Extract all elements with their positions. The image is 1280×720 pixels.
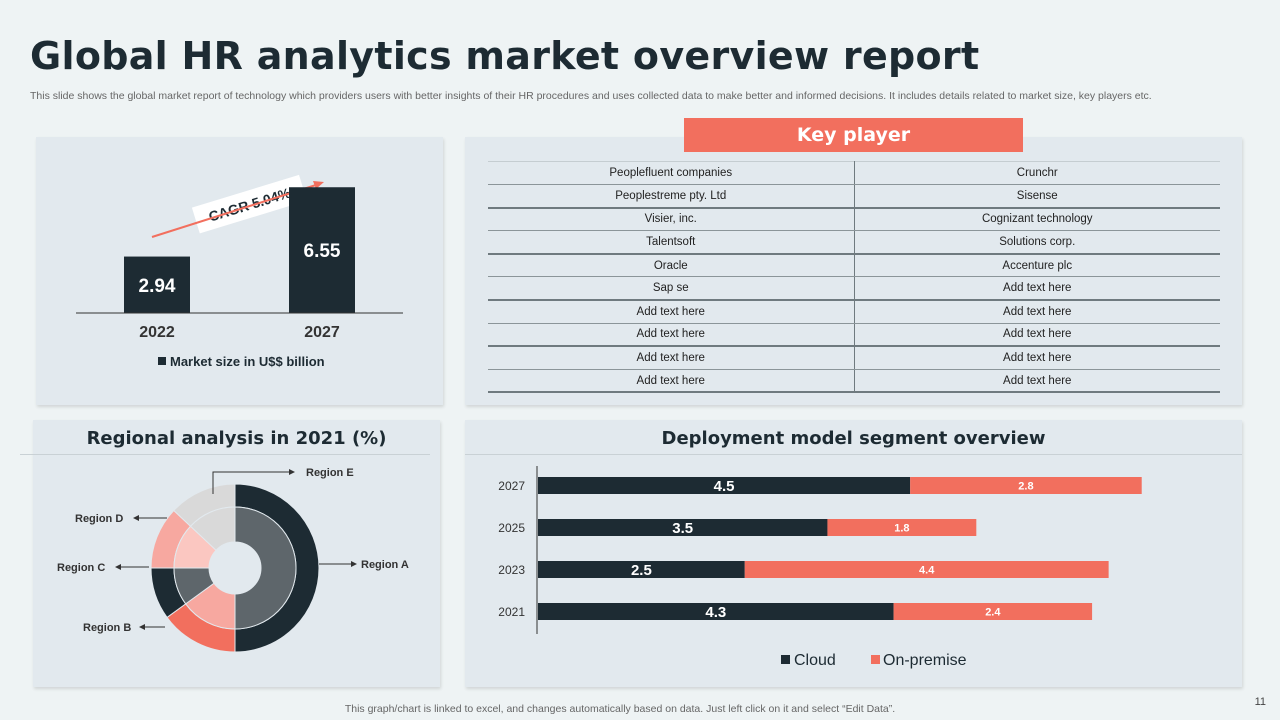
deployment-divider [465, 454, 1242, 455]
market-legend-swatch [158, 357, 166, 365]
key-player-cell-left: Oracle [488, 253, 855, 278]
legend-onpremise-label: On-premise [883, 652, 967, 669]
deployment-bar-value-label: 3.5 [672, 520, 693, 537]
deployment-bar-value-label: 2.5 [631, 562, 652, 579]
cagr-arrow-line [151, 184, 317, 238]
deployment-category-label: 2027 [498, 479, 525, 493]
region-label: Region B [83, 622, 131, 634]
key-player-cell-right: Add text here [854, 346, 1220, 370]
key-player-cell-right: Accenture plc [854, 253, 1220, 278]
deployment-bar-onpremise-2025 [827, 519, 977, 536]
table-row: Talentsoft Solutions corp. [488, 230, 1220, 255]
deployment-bar-value-label: 1.8 [894, 523, 909, 535]
region-pointer-arrowhead [133, 515, 139, 521]
table-row: Add text here Add text here [488, 369, 1220, 394]
deployment-bar-value-label: 2.8 [1018, 481, 1033, 493]
key-player-cell-right: Add text here [854, 300, 1220, 324]
legend-onpremise-swatch [871, 655, 880, 664]
legend-cloud-label: Cloud [794, 652, 836, 669]
market-bar-2022 [124, 256, 190, 313]
region-label: Region D [75, 513, 123, 525]
cagr-label-box [191, 174, 307, 234]
cagr-arrow-head [313, 181, 324, 189]
deployment-bar-cloud-2025 [538, 519, 828, 536]
deployment-chart: 2027 4.5 2.8 2025 3.5 1.8 2023 2.5 4.4 2021 4.3 2.4… [498, 466, 1142, 669]
key-player-cell-left: Peoplestreme pty. Ltd [488, 184, 855, 209]
deployment-category-label: 2021 [498, 605, 525, 619]
market-legend-label: Market size in U$$ billion [170, 354, 325, 369]
table-row: Visier, inc. Cognizant technology [488, 207, 1220, 232]
deployment-bar-cloud-2021 [538, 603, 894, 620]
region-label: Region C [57, 562, 105, 574]
deployment-bar-value-label: 4.3 [705, 604, 726, 621]
key-player-cell-left: Sap se [488, 276, 855, 302]
deployment-bar-onpremise-2021 [893, 603, 1093, 620]
deployment-bar-onpremise-2023 [744, 561, 1109, 578]
table-row: Add text here Add text here [488, 346, 1220, 370]
table-row: Peoplestreme pty. Ltd Sisense [488, 184, 1220, 209]
key-player-cell-right: Add text here [854, 323, 1220, 348]
key-player-cell-left: Add text here [488, 323, 855, 348]
deployment-bar-onpremise-2027 [910, 477, 1142, 494]
deployment-bar-cloud-2027 [538, 477, 911, 494]
key-player-cell-left: Add text here [488, 300, 855, 324]
table-row: Add text here Add text here [488, 323, 1220, 348]
market-category-label: 2022 [139, 324, 175, 341]
region-pointer-arrowhead [289, 469, 295, 475]
key-player-cell-right: Crunchr [854, 160, 1220, 186]
market-category-label: 2027 [304, 324, 340, 341]
deployment-bar-value-label: 4.5 [714, 478, 735, 495]
donut-hole [209, 542, 261, 594]
regional-divider [20, 454, 430, 455]
page-subtitle: This slide shows the global market repor… [30, 90, 1152, 102]
market-bar-2027 [289, 187, 355, 313]
deployment-title: Deployment model segment overview [661, 428, 1046, 449]
deployment-legend: Cloud On-premise [781, 652, 967, 669]
key-player-cell-left: Visier, inc. [488, 207, 855, 232]
key-player-header: Key player [684, 118, 1023, 152]
deployment-bar-cloud-2023 [538, 561, 745, 578]
region-pointer-arrowhead [351, 561, 357, 567]
key-player-cell-left: Add text here [488, 346, 855, 370]
page-number: 11 [1254, 696, 1266, 708]
market-bar-value-label: 6.55 [304, 241, 341, 262]
table-row: Sap se Add text here [488, 276, 1220, 302]
market-legend: Market size in U$$ billion [158, 354, 325, 369]
market-bar-value-label: 2.94 [139, 276, 176, 297]
deployment-panel: Deployment model segment overview [465, 420, 1242, 687]
key-player-cell-right: Add text here [854, 276, 1220, 302]
key-player-cell-right: Solutions corp. [854, 230, 1220, 255]
page-title: Global HR analytics market overview repo… [30, 34, 980, 78]
key-player-cell-right: Add text here [854, 369, 1220, 394]
region-pointer-arrowhead [115, 564, 121, 570]
region-pointer-arrowhead [139, 624, 145, 630]
key-player-cell-left: Talentsoft [488, 230, 855, 255]
deployment-category-label: 2023 [498, 563, 525, 577]
legend-cloud-swatch [781, 655, 790, 664]
table-row: Peoplefluent companies Crunchr [488, 160, 1220, 186]
key-player-cell-left: Add text here [488, 369, 855, 394]
deployment-bar-value-label: 2.4 [985, 607, 1001, 619]
region-pointer-line [212, 471, 289, 494]
key-player-cell-left: Peoplefluent companies [488, 160, 855, 186]
region-label: Region A [361, 559, 409, 571]
deployment-category-label: 2025 [498, 521, 525, 535]
key-player-table: Peoplefluent companies Crunchr Peoplestrem… [488, 160, 1220, 394]
region-label: Region E [306, 467, 354, 479]
regional-donut-chart: Region A Region B Region C Region D Region E [57, 467, 409, 653]
table-row: Add text here Add text here [488, 300, 1220, 324]
footer-note: This graph/chart is linked to excel, and… [344, 703, 896, 715]
deployment-bar-value-label: 4.4 [919, 565, 935, 577]
table-row: Oracle Accenture plc [488, 253, 1220, 278]
key-player-cell-right: Cognizant technology [854, 207, 1220, 232]
regional-title: Regional analysis in 2021 (%) [86, 428, 387, 449]
key-player-cell-right: Sisense [854, 184, 1220, 209]
market-size-panel: CAGR 5.04% 2.94 2022 6.55 2027 Market size … [36, 137, 443, 405]
